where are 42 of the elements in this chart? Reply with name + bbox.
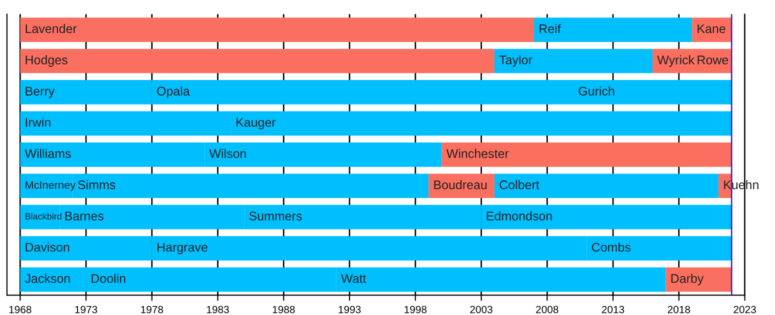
data-label: Opala [157,86,190,98]
data-label: Irwin [26,118,50,127]
x-tick-label: 1988 [272,306,295,314]
x-tick-label: 1978 [141,306,164,314]
data-label: Hargrave [158,242,208,254]
x-tick-label: 1998 [404,306,427,314]
data-label: Colbert [500,180,540,190]
data-label: Kauger [236,118,276,130]
x-tick-label: 1973 [75,306,98,314]
data-label: Gurich [578,86,614,96]
data-label: Edmondson [486,211,552,220]
data-label: Wyrick [657,55,694,67]
x-tick-label: 2003 [470,306,492,314]
data-label: Watt [341,274,366,283]
data-label: McInerney [26,181,76,191]
data-label: Summers [249,212,302,220]
data-label: Barnes [65,212,104,220]
data-label: Kane [698,24,726,34]
data-label: Reif [540,24,561,34]
data-label: Berry [26,86,55,98]
data-label: Winchester [446,148,509,158]
x-tick-label: 2018 [668,306,690,314]
data-label: Boudreau [434,180,487,190]
data-label: Williams [24,148,71,158]
x-tick-label: 1993 [338,306,361,314]
data-label: Taylor [499,55,532,67]
x-tick-label: 1983 [206,306,229,314]
data-label: Simms [78,180,116,190]
data-label: Hodges [26,55,68,67]
x-tick-label: 2023 [734,306,756,314]
data-label: Jackson [24,274,70,283]
data-label: Wilson [209,148,246,158]
data-label: Darby [671,274,704,286]
data-label: Lavender [26,24,77,34]
data-label: Doolin [92,274,126,283]
data-label: Rowe [698,56,728,64]
x-tick-label: 2013 [602,306,624,314]
data-label: Davison [26,242,70,252]
data-label: Blackbird [26,212,62,220]
x-tick-label: 2008 [536,306,558,314]
x-tick-label: 1968 [9,306,32,314]
data-label: Combs [592,242,630,252]
